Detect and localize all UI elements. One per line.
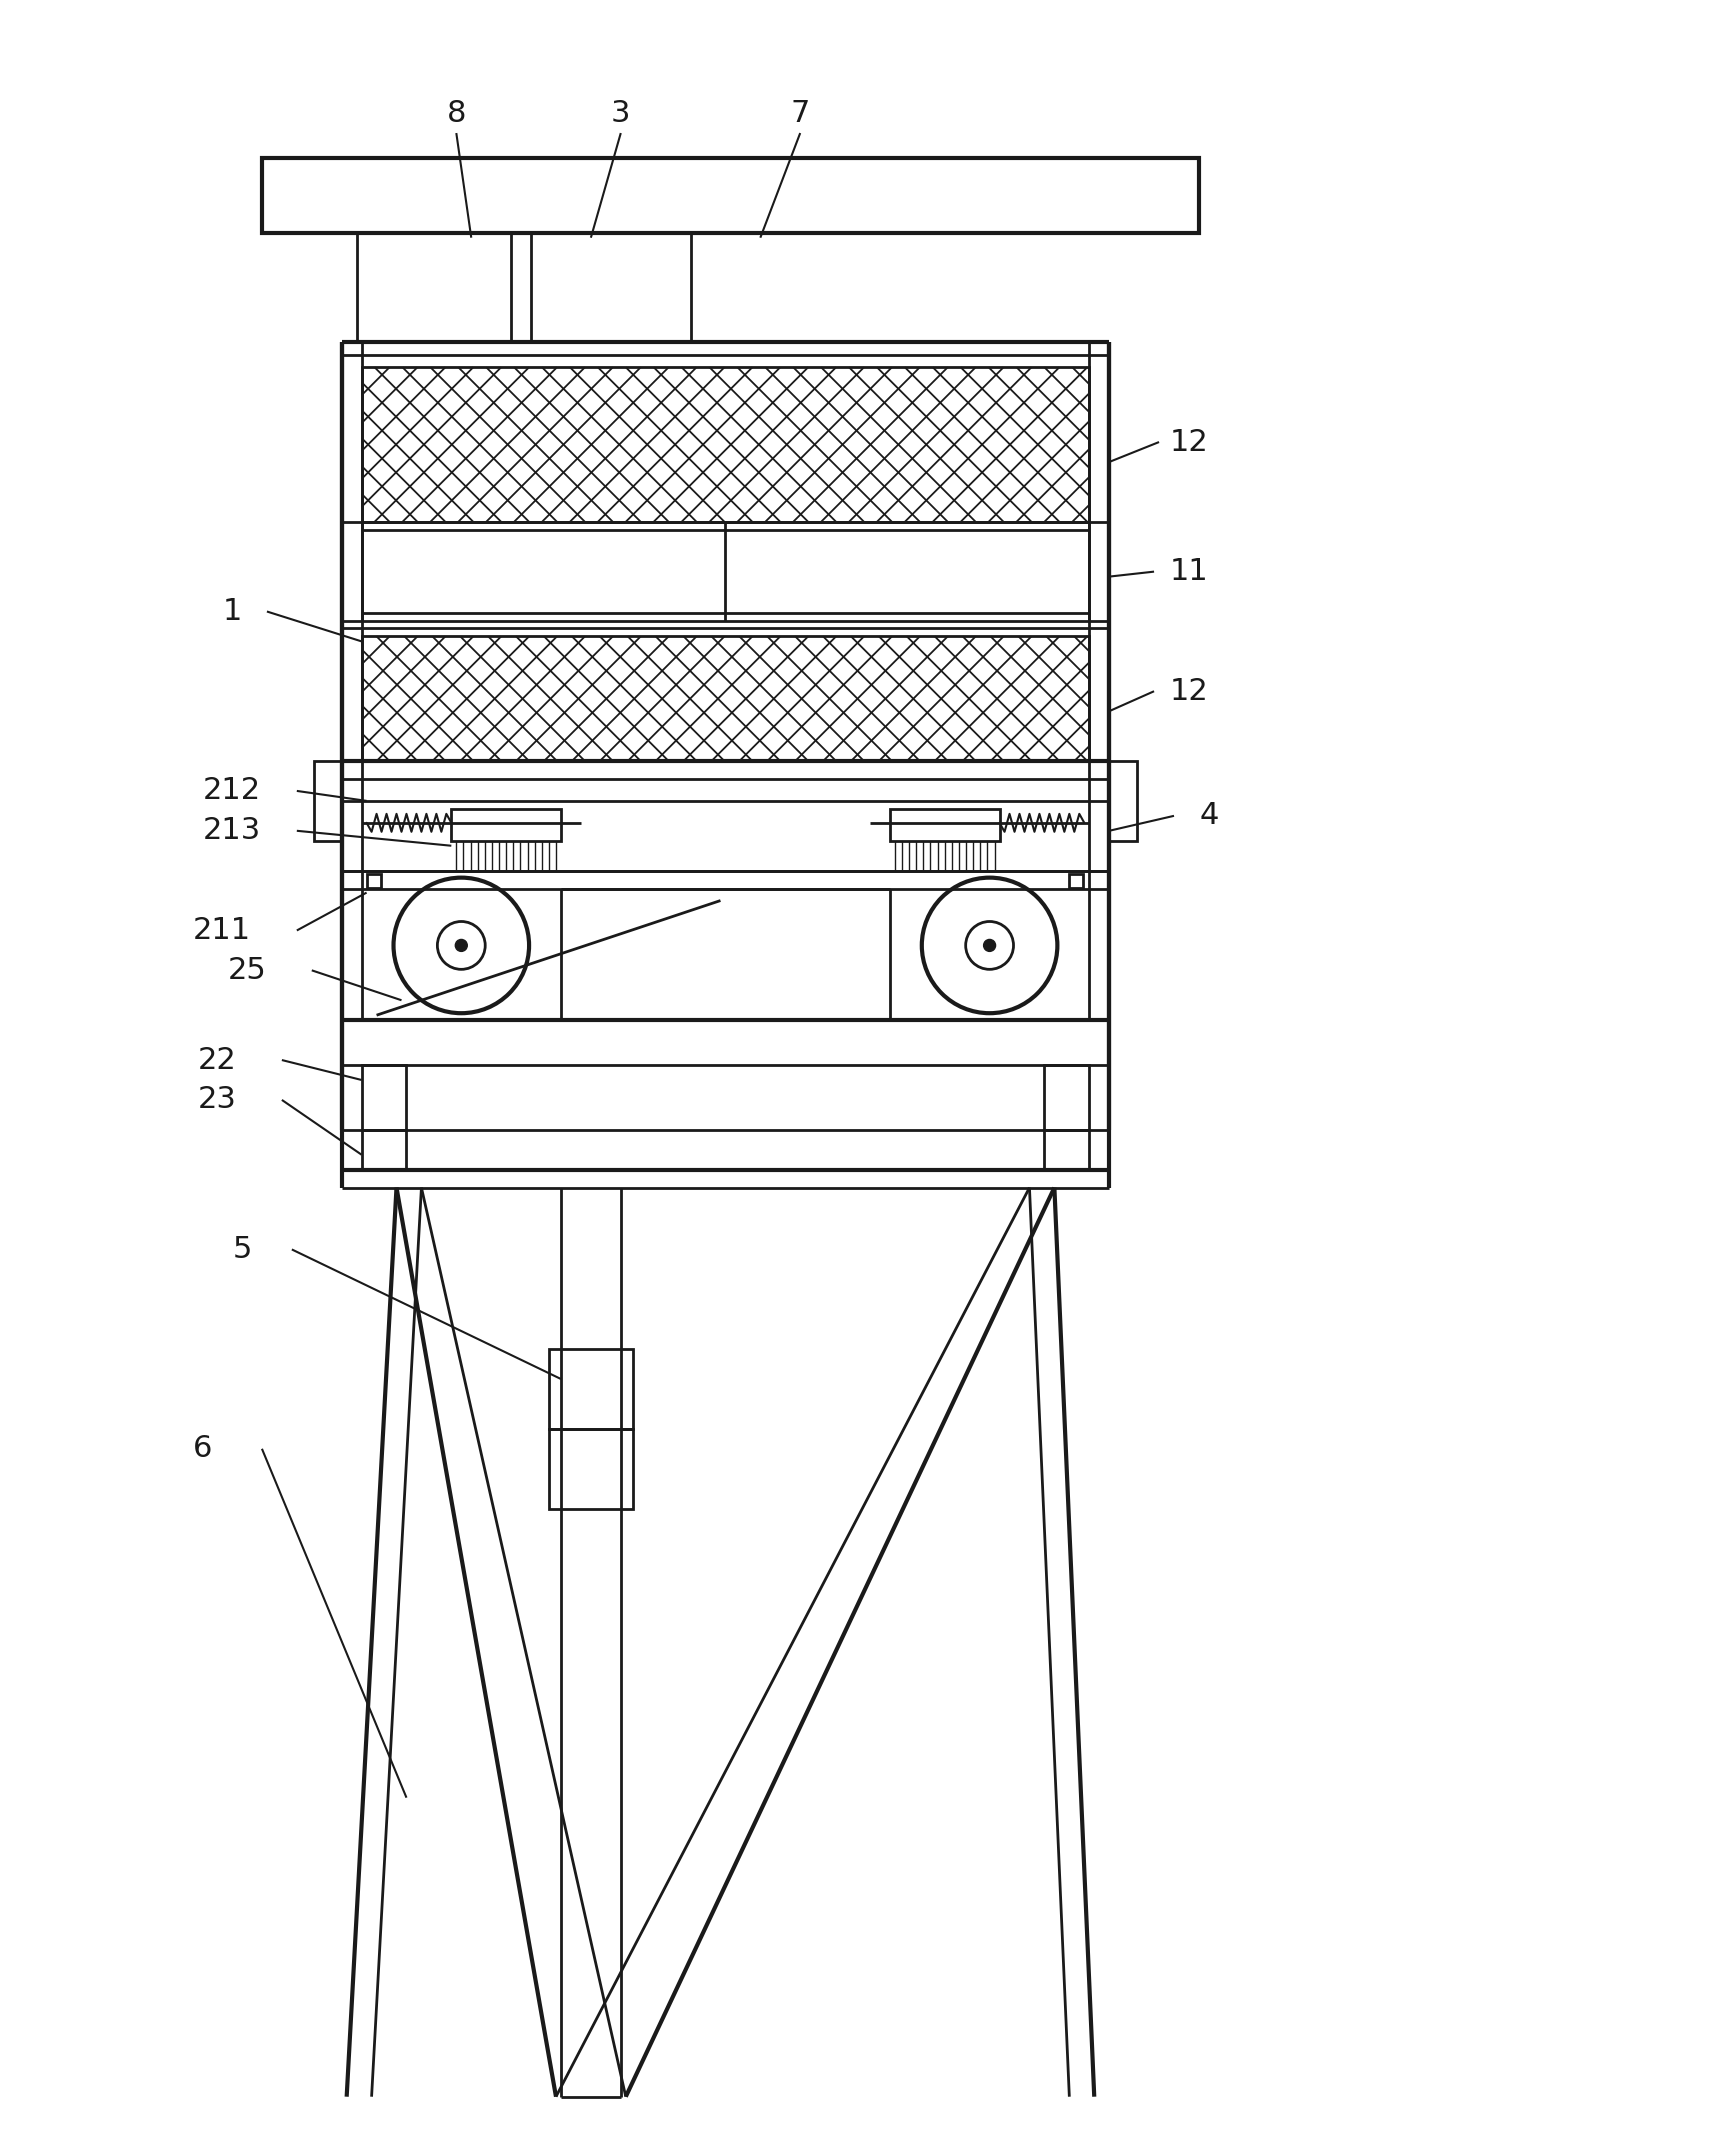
Text: 212: 212: [204, 777, 261, 804]
Text: 1: 1: [223, 598, 242, 626]
Text: 5: 5: [233, 1235, 252, 1265]
Bar: [362, 1065, 407, 1129]
Text: 22: 22: [198, 1045, 236, 1076]
Bar: [549, 1428, 633, 1508]
Text: 211: 211: [193, 916, 250, 944]
Text: 4: 4: [1200, 802, 1219, 830]
Bar: [362, 1129, 407, 1170]
Bar: [314, 761, 342, 841]
Bar: [362, 637, 1089, 761]
Bar: [1070, 873, 1084, 888]
Bar: [891, 809, 999, 841]
Bar: [366, 873, 380, 888]
Text: 6: 6: [192, 1435, 212, 1463]
Bar: [1044, 1129, 1089, 1170]
Text: 11: 11: [1170, 557, 1208, 585]
Bar: [532, 232, 690, 342]
Bar: [450, 809, 561, 841]
Text: 25: 25: [228, 955, 266, 985]
Text: 12: 12: [1170, 428, 1208, 456]
Bar: [362, 368, 1089, 523]
Text: 213: 213: [204, 815, 261, 845]
Bar: [549, 1349, 633, 1428]
Bar: [1044, 1065, 1089, 1129]
Text: 3: 3: [611, 99, 630, 127]
Text: 8: 8: [447, 99, 466, 127]
Circle shape: [984, 940, 996, 951]
Bar: [262, 157, 1200, 232]
Circle shape: [456, 940, 468, 951]
Text: 7: 7: [791, 99, 809, 127]
Text: 12: 12: [1170, 678, 1208, 706]
Bar: [357, 232, 511, 342]
Text: 23: 23: [198, 1086, 236, 1114]
Bar: [1110, 761, 1137, 841]
